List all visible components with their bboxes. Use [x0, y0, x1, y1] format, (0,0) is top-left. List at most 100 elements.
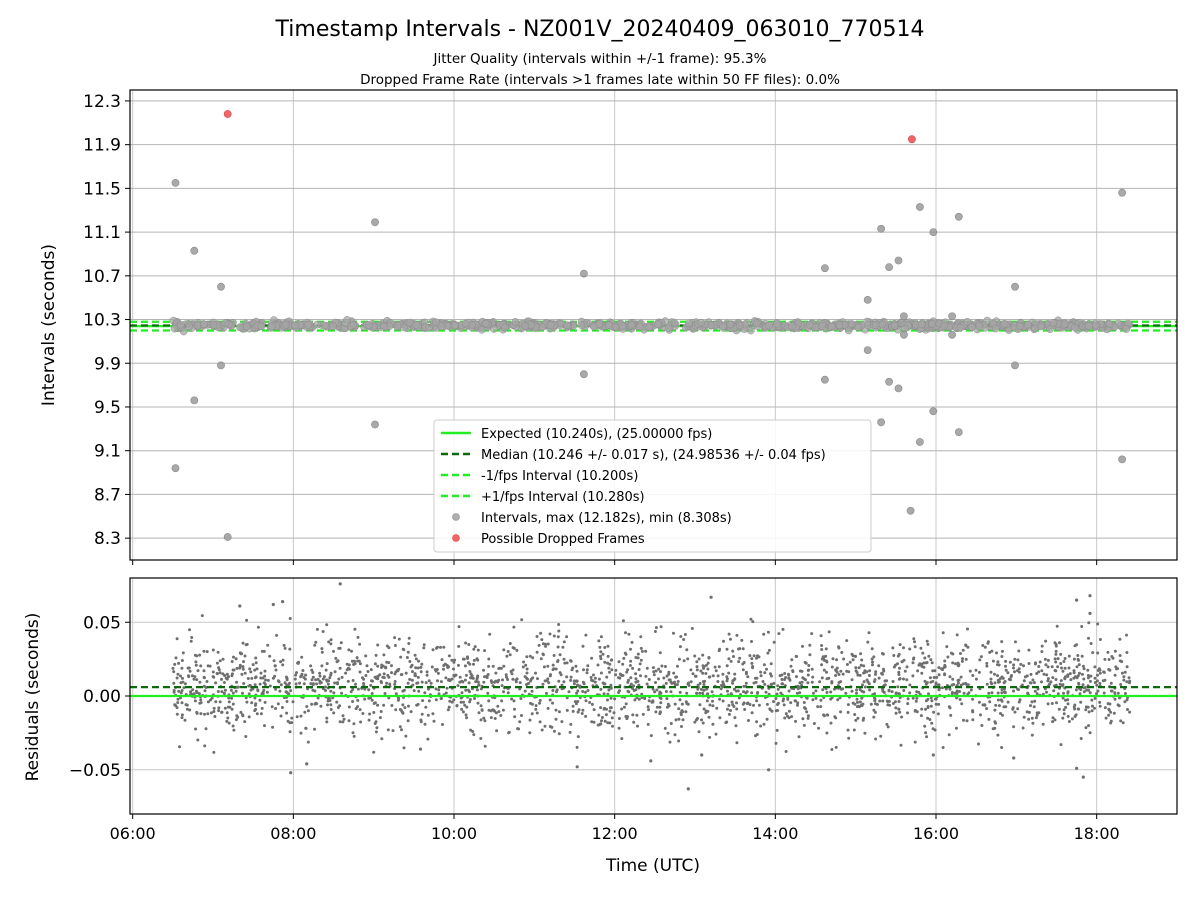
- residual-point: [203, 689, 207, 693]
- residual-point: [327, 640, 331, 644]
- residual-point: [853, 654, 857, 658]
- residual-point: [651, 699, 655, 703]
- residual-point: [866, 680, 870, 684]
- residual-point: [226, 716, 230, 720]
- residual-point: [518, 681, 522, 685]
- interval-outlier-point: [877, 418, 885, 427]
- residual-point: [790, 658, 794, 662]
- residual-point: [682, 638, 686, 641]
- residual-point: [476, 648, 480, 652]
- residual-point: [629, 659, 633, 663]
- residual-point: [1113, 673, 1117, 677]
- residual-point: [925, 681, 929, 685]
- residual-point: [634, 656, 638, 659]
- residual-point: [647, 708, 650, 712]
- residual-point: [332, 711, 336, 715]
- residual-point: [946, 655, 950, 659]
- residual-point: [404, 671, 408, 675]
- bottom-y-tick-label: 0.05: [83, 613, 121, 633]
- residual-point: [283, 646, 287, 650]
- residual-point: [701, 653, 705, 657]
- residual-point: [732, 687, 736, 691]
- residual-point: [906, 697, 910, 701]
- residual-point: [660, 664, 664, 668]
- residual-point: [755, 656, 758, 660]
- interval-point: [170, 324, 179, 333]
- residual-point: [243, 671, 247, 675]
- residual-point: [1027, 662, 1031, 665]
- residual-point: [599, 657, 603, 661]
- residual-point: [1079, 688, 1083, 691]
- residual-point: [913, 708, 917, 712]
- residual-point: [1090, 698, 1094, 702]
- residual-point: [993, 681, 997, 685]
- residual-point: [245, 700, 249, 704]
- residual-point: [1080, 672, 1084, 676]
- interval-point: [605, 321, 614, 330]
- residual-point: [245, 618, 249, 622]
- residual-point: [841, 687, 845, 691]
- residual-point: [933, 669, 937, 673]
- residual-point: [1066, 690, 1070, 694]
- interval-point: [653, 320, 662, 328]
- residual-point: [745, 702, 749, 706]
- residual-point: [372, 750, 376, 754]
- residual-point: [885, 699, 889, 703]
- residual-point: [769, 683, 773, 687]
- residual-point: [820, 676, 824, 680]
- residual-point: [1110, 655, 1114, 658]
- residual-point: [324, 685, 327, 689]
- residual-point: [1066, 674, 1070, 678]
- residual-point: [390, 664, 393, 668]
- residual-point: [407, 636, 411, 640]
- residual-point: [877, 676, 881, 680]
- residual-point: [911, 674, 915, 678]
- residual-point: [404, 734, 408, 738]
- residual-point: [446, 708, 450, 712]
- residual-point: [770, 709, 774, 713]
- residual-point: [419, 670, 423, 674]
- top-y-tick-label: 8.3: [94, 529, 121, 549]
- residual-point: [641, 712, 645, 716]
- residual-point: [1054, 669, 1058, 673]
- residual-point: [996, 663, 999, 667]
- residual-point: [627, 632, 631, 636]
- residual-point: [846, 703, 850, 707]
- residual-point: [851, 658, 855, 662]
- residual-point: [1088, 679, 1092, 683]
- residual-point: [926, 697, 930, 701]
- residual-point: [552, 729, 556, 733]
- residual-point: [1074, 713, 1078, 717]
- residual-point: [488, 632, 492, 636]
- residual-point: [898, 710, 902, 714]
- residual-point: [844, 691, 848, 695]
- residual-point: [336, 681, 339, 685]
- residual-point: [351, 679, 355, 682]
- residual-point: [506, 691, 510, 695]
- interval-outlier-point: [863, 346, 872, 354]
- residual-point: [943, 672, 947, 676]
- residual-point: [381, 675, 385, 679]
- residual-point: [254, 702, 258, 706]
- residual-point: [820, 644, 824, 647]
- residual-point: [565, 675, 569, 679]
- residual-point: [180, 689, 184, 692]
- residual-point: [1082, 677, 1086, 681]
- residual-point: [861, 718, 865, 722]
- residual-point: [406, 650, 410, 654]
- residual-point: [1059, 652, 1063, 656]
- residual-point: [1082, 690, 1086, 694]
- residual-point: [993, 672, 996, 676]
- residual-point: [662, 676, 666, 680]
- residual-point: [860, 696, 864, 700]
- residual-point: [259, 676, 263, 680]
- residual-point: [782, 697, 786, 701]
- residual-point: [240, 672, 244, 676]
- residual-point: [575, 669, 579, 673]
- residual-point: [701, 691, 705, 695]
- residual-point: [993, 708, 997, 712]
- residual-point: [725, 647, 729, 651]
- residual-point: [1025, 674, 1029, 678]
- residual-point: [887, 688, 891, 692]
- interval-point: [1023, 320, 1032, 329]
